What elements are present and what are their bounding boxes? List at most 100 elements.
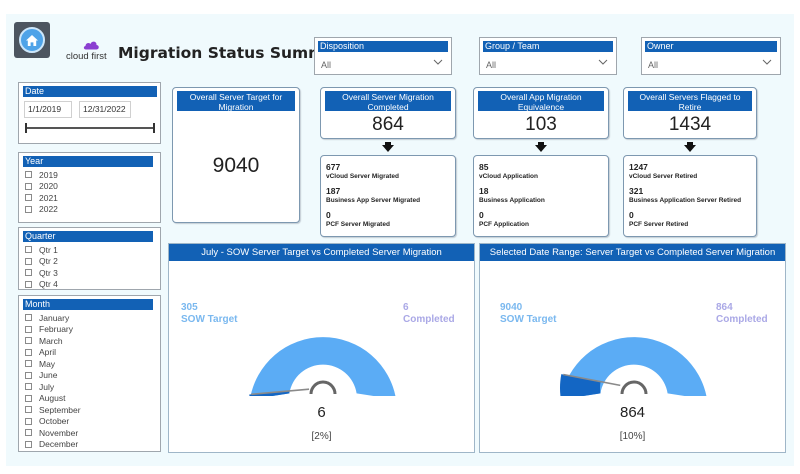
- checkbox[interactable]: [25, 348, 32, 356]
- month-item-label: May: [39, 358, 56, 369]
- year-list: 2019 2020 2021 2022: [25, 169, 58, 215]
- disposition-dropdown[interactable]: Disposition All: [314, 37, 452, 75]
- month-item-label: October: [39, 416, 70, 427]
- checkbox[interactable]: [25, 314, 32, 322]
- start-date-input[interactable]: 1/1/2019: [24, 101, 72, 118]
- quarter-item[interactable]: Qtr 2: [25, 256, 58, 268]
- detail-app-equivalence: 85 vCloud Application 18 Business Applic…: [473, 155, 609, 237]
- checkbox[interactable]: [25, 182, 32, 190]
- year-slicer-label: Year: [23, 156, 153, 167]
- end-date-input[interactable]: 12/31/2022: [79, 101, 131, 118]
- quarter-item[interactable]: Qtr 4: [25, 279, 58, 291]
- chevron-down-icon: [762, 59, 772, 65]
- month-item[interactable]: October: [25, 416, 81, 428]
- detail-value: 187: [326, 186, 341, 196]
- owner-dropdown[interactable]: Owner All: [641, 37, 781, 75]
- month-item[interactable]: August: [25, 393, 81, 405]
- month-item[interactable]: February: [25, 324, 81, 336]
- arrow-stem: [687, 142, 693, 145]
- detail-label: vCloud Server Migrated: [326, 173, 399, 180]
- month-item[interactable]: March: [25, 335, 81, 347]
- checkbox[interactable]: [25, 280, 32, 288]
- year-item[interactable]: 2019: [25, 169, 58, 181]
- cloud-first-logo: cloud first: [66, 40, 114, 64]
- checkbox[interactable]: [25, 394, 32, 402]
- arrow-stem: [538, 142, 544, 145]
- detail-label: vCloud Server Retired: [629, 173, 698, 180]
- detail-label: vCloud Application: [479, 173, 538, 180]
- date-range-start-handle[interactable]: [25, 123, 27, 133]
- kpi-server-target: Overall Server Target for Migration 9040: [172, 87, 300, 223]
- month-item-label: January: [39, 312, 70, 323]
- checkbox[interactable]: [25, 246, 32, 254]
- checkbox[interactable]: [25, 417, 32, 425]
- detail-label: PCF Server Retired: [629, 221, 689, 228]
- quarter-item-label: Qtr 2: [39, 256, 58, 267]
- kpi-app-equivalence-label: Overall App Migration Equivalence: [478, 91, 604, 112]
- gauge-july-completed-label: Completed: [403, 314, 455, 325]
- kpi-flagged-retire: Overall Servers Flagged to Retire 1434: [623, 87, 757, 139]
- checkbox[interactable]: [25, 429, 32, 437]
- arrow-down-icon: [382, 145, 394, 152]
- year-item-label: 2019: [39, 169, 58, 180]
- checkbox[interactable]: [25, 406, 32, 414]
- date-range-end-handle[interactable]: [153, 123, 155, 133]
- year-slicer: Year 2019 2020 2021 2022: [18, 152, 161, 223]
- month-item-label: November: [39, 427, 79, 438]
- month-item[interactable]: June: [25, 370, 81, 382]
- home-button[interactable]: [14, 22, 50, 58]
- checkbox[interactable]: [25, 257, 32, 265]
- month-list: January February March April May June July Augu…: [25, 312, 81, 450]
- quarter-item-label: Qtr 4: [39, 279, 58, 290]
- detail-flagged-retire: 1247 vCloud Server Retired 321 Business …: [623, 155, 757, 237]
- year-item-label: 2022: [39, 204, 58, 215]
- month-item-label: September: [39, 404, 81, 415]
- year-item[interactable]: 2022: [25, 204, 58, 216]
- detail-value: 0: [326, 210, 331, 220]
- quarter-item[interactable]: Qtr 1: [25, 244, 58, 256]
- gauge-range-completed: 864 Completed: [716, 302, 768, 326]
- checkbox[interactable]: [25, 325, 32, 333]
- group-team-value: All: [486, 60, 497, 70]
- quarter-item[interactable]: Qtr 3: [25, 267, 58, 279]
- quarter-item-label: Qtr 1: [39, 244, 58, 255]
- month-item-label: August: [39, 393, 66, 404]
- group-team-dropdown[interactable]: Group / Team All: [479, 37, 617, 75]
- month-item[interactable]: July: [25, 381, 81, 393]
- gauge-range-hub: [620, 380, 648, 395]
- kpi-server-target-value: 9040: [212, 154, 260, 177]
- month-item[interactable]: April: [25, 347, 81, 359]
- checkbox[interactable]: [25, 440, 32, 448]
- month-item[interactable]: January: [25, 312, 81, 324]
- year-item[interactable]: 2021: [25, 192, 58, 204]
- month-item-label: December: [39, 439, 79, 450]
- gauge-panel-july: July - SOW Server Target vs Completed Se…: [168, 243, 475, 453]
- month-slicer-label: Month: [23, 299, 153, 310]
- home-icon: [19, 27, 45, 53]
- gauge-july-needle: [251, 388, 310, 396]
- checkbox[interactable]: [25, 269, 32, 277]
- checkbox[interactable]: [25, 337, 32, 345]
- date-slicer: Date 1/1/2019 12/31/2022: [18, 82, 161, 144]
- checkbox[interactable]: [25, 383, 32, 391]
- month-item[interactable]: May: [25, 358, 81, 370]
- gauge-july-completed-value: 6: [403, 302, 409, 313]
- gauge-july-chart: [249, 337, 396, 396]
- checkbox[interactable]: [25, 360, 32, 368]
- gauge-range-completed-value: 864: [716, 302, 733, 313]
- month-item[interactable]: September: [25, 404, 81, 416]
- gauge-july-value: 6: [317, 404, 326, 421]
- gauge-range-target: 9040 SOW Target: [500, 302, 556, 326]
- detail-value: 0: [629, 210, 634, 220]
- checkbox[interactable]: [25, 194, 32, 202]
- month-item[interactable]: November: [25, 427, 81, 439]
- month-item[interactable]: December: [25, 439, 81, 451]
- checkbox[interactable]: [25, 371, 32, 379]
- year-item[interactable]: 2020: [25, 181, 58, 193]
- gauge-july-target-label: SOW Target: [181, 314, 238, 325]
- page-title: Migration Status Summary: [118, 44, 353, 62]
- checkbox[interactable]: [25, 171, 32, 179]
- checkbox[interactable]: [25, 205, 32, 213]
- year-item-label: 2020: [39, 181, 58, 192]
- month-slicer: Month January February March April May June Ju…: [18, 295, 161, 452]
